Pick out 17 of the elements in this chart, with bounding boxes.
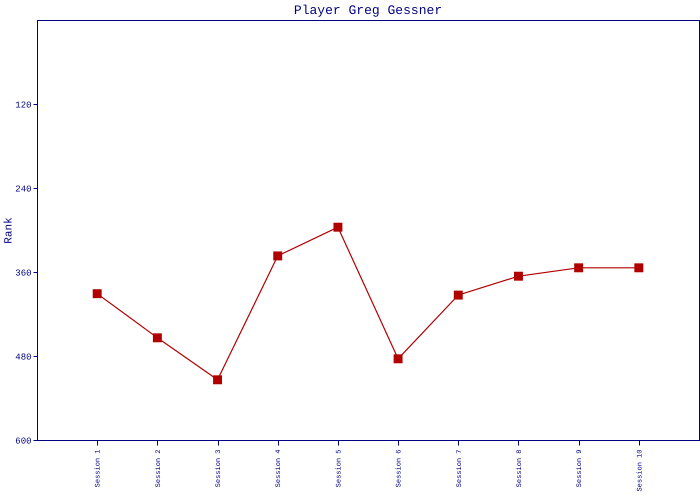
y-tick-label: 120 xyxy=(15,100,32,110)
point xyxy=(454,290,463,300)
point xyxy=(333,222,342,232)
point xyxy=(152,333,162,342)
point xyxy=(273,251,282,260)
point xyxy=(574,263,584,272)
y-tick-label: 360 xyxy=(15,268,32,278)
point xyxy=(213,375,222,384)
chart-title: Player Greg Gessner xyxy=(294,3,442,18)
y-tick-label: 240 xyxy=(15,184,32,194)
point xyxy=(92,289,102,298)
point xyxy=(634,263,644,272)
y-axis-title: Rank xyxy=(3,216,16,244)
y-tick-label: 480 xyxy=(15,352,32,362)
point xyxy=(394,354,403,364)
y-tick-label: 600 xyxy=(15,436,32,446)
point xyxy=(514,272,523,281)
